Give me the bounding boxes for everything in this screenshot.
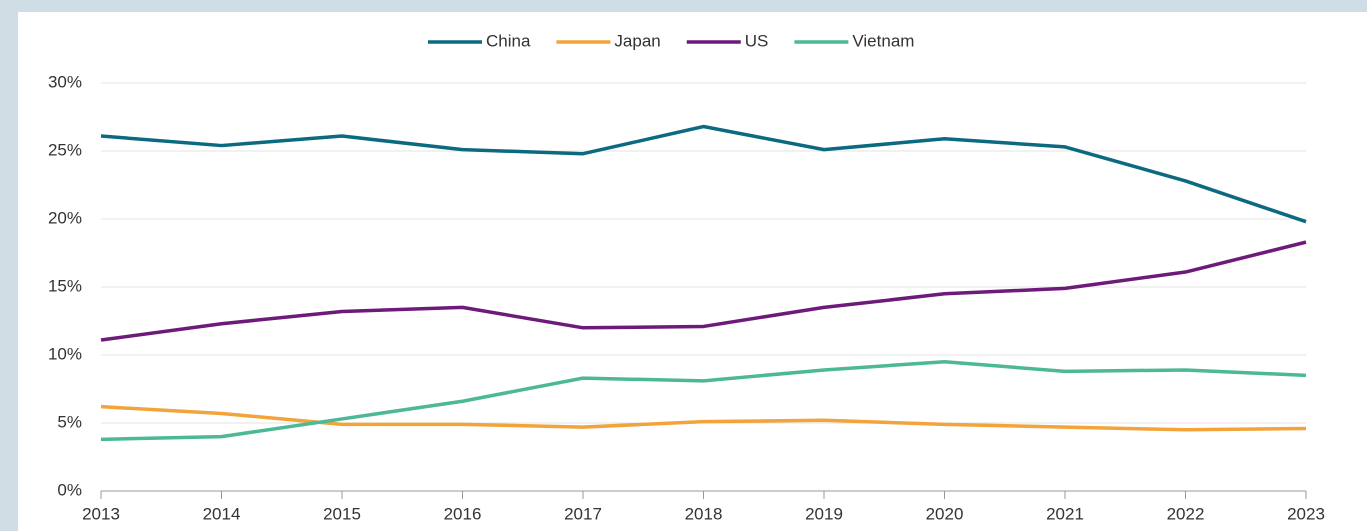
x-tick-label: 2014: [203, 504, 241, 523]
x-tick-label: 2017: [564, 504, 602, 523]
y-tick-label: 30%: [48, 72, 82, 91]
x-tick-label: 2020: [926, 504, 964, 523]
y-tick-label: 0%: [57, 480, 82, 499]
x-tick-label: 2023: [1287, 504, 1325, 523]
legend-label: US: [745, 31, 769, 50]
legend-label: Vietnam: [852, 31, 914, 50]
y-tick-label: 10%: [48, 344, 82, 363]
x-tick-label: 2015: [323, 504, 361, 523]
series-line: [100, 124, 1307, 224]
series-line: [100, 240, 1307, 342]
series-line: [100, 360, 1307, 442]
y-tick-label: 25%: [48, 140, 82, 159]
series-line: [100, 404, 1307, 432]
x-tick-label: 2019: [805, 504, 843, 523]
x-tick-label: 2021: [1046, 504, 1084, 523]
y-tick-label: 5%: [57, 412, 82, 431]
panel: [18, 12, 1367, 531]
legend-label: China: [486, 31, 531, 50]
x-tick-label: 2022: [1167, 504, 1205, 523]
y-tick-label: 20%: [48, 208, 82, 227]
y-tick-label: 15%: [48, 276, 82, 295]
x-tick-label: 2018: [685, 504, 723, 523]
x-tick-label: 2016: [444, 504, 482, 523]
legend-label: Japan: [614, 31, 660, 50]
x-tick-label: 2013: [82, 504, 120, 523]
